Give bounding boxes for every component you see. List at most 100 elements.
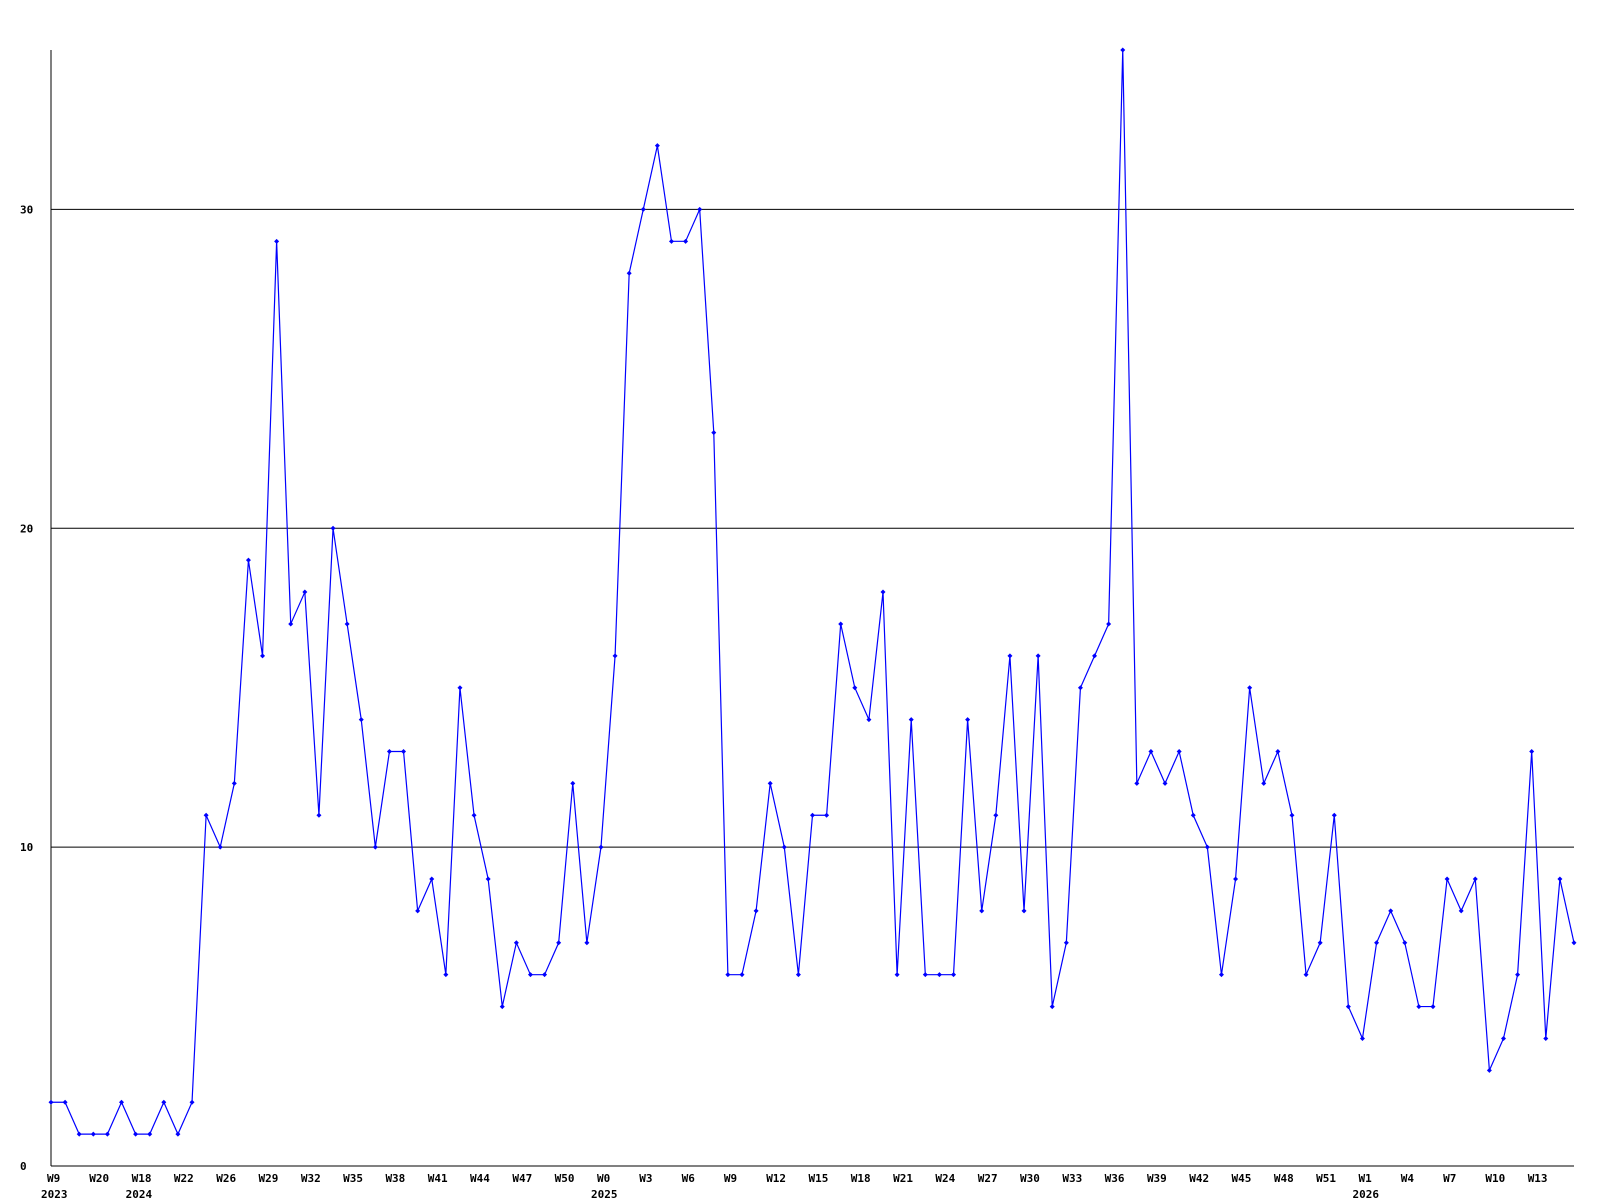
x-tick-label: W21 bbox=[893, 1172, 913, 1185]
data-point bbox=[725, 972, 731, 978]
x-tick-label: W32 bbox=[301, 1172, 321, 1185]
data-point bbox=[640, 206, 646, 212]
data-point bbox=[1416, 1004, 1422, 1010]
data-point bbox=[1472, 876, 1478, 882]
data-point bbox=[1247, 685, 1253, 691]
data-point bbox=[1289, 812, 1295, 818]
data-point bbox=[203, 812, 209, 818]
data-point bbox=[852, 685, 858, 691]
data-point bbox=[908, 717, 914, 723]
x-tick-label: W6 bbox=[682, 1172, 696, 1185]
x-tick-label: W44 bbox=[470, 1172, 490, 1185]
data-point bbox=[1515, 972, 1521, 978]
data-point bbox=[1303, 972, 1309, 978]
data-point bbox=[1359, 1035, 1365, 1041]
data-point bbox=[1529, 748, 1535, 754]
data-point bbox=[1218, 972, 1224, 978]
x-tick-label: W42 bbox=[1189, 1172, 1209, 1185]
data-point bbox=[104, 1131, 110, 1137]
x-tick-label: W20 bbox=[89, 1172, 109, 1185]
data-point bbox=[527, 972, 533, 978]
data-point bbox=[1021, 908, 1027, 914]
data-point bbox=[1275, 748, 1281, 754]
x-tick-label: W1 bbox=[1358, 1172, 1372, 1185]
data-point bbox=[1374, 940, 1380, 946]
data-point bbox=[1261, 780, 1267, 786]
x-tick-label: W18 bbox=[851, 1172, 871, 1185]
data-point bbox=[1134, 780, 1140, 786]
data-point bbox=[372, 844, 378, 850]
data-point bbox=[1049, 1004, 1055, 1010]
x-tick-label: W50 bbox=[555, 1172, 575, 1185]
data-point bbox=[993, 812, 999, 818]
data-point bbox=[217, 844, 223, 850]
data-point bbox=[499, 1004, 505, 1010]
x-tick-label: W36 bbox=[1105, 1172, 1125, 1185]
data-point bbox=[48, 1099, 54, 1105]
data-point bbox=[274, 238, 280, 244]
data-line bbox=[51, 49, 1575, 1136]
data-point bbox=[753, 908, 759, 914]
data-point bbox=[951, 972, 957, 978]
data-point bbox=[626, 270, 632, 276]
data-point bbox=[1120, 47, 1126, 53]
data-point bbox=[1063, 940, 1069, 946]
data-point bbox=[133, 1131, 139, 1137]
data-point bbox=[866, 717, 872, 723]
data-point bbox=[1430, 1004, 1436, 1010]
data-point bbox=[471, 812, 477, 818]
data-point bbox=[1176, 748, 1182, 754]
data-point bbox=[1402, 940, 1408, 946]
data-point bbox=[838, 621, 844, 627]
x-tick-label: W18 bbox=[132, 1172, 152, 1185]
x-tick-label: W41 bbox=[428, 1172, 448, 1185]
data-point bbox=[542, 972, 548, 978]
data-point bbox=[1331, 812, 1337, 818]
data-point bbox=[302, 589, 308, 595]
data-point bbox=[90, 1131, 96, 1137]
data-point bbox=[119, 1099, 125, 1105]
x-tick-label: W4 bbox=[1401, 1172, 1415, 1185]
x-tick-label: W27 bbox=[978, 1172, 998, 1185]
data-point bbox=[316, 812, 322, 818]
data-point bbox=[429, 876, 435, 882]
x-tick-label: W10 bbox=[1485, 1172, 1505, 1185]
data-point bbox=[936, 972, 942, 978]
data-point bbox=[485, 876, 491, 882]
x-tick-label: W30 bbox=[1020, 1172, 1040, 1185]
data-point bbox=[570, 780, 576, 786]
data-point bbox=[175, 1131, 181, 1137]
x-tick-label: W13 bbox=[1528, 1172, 1548, 1185]
data-point bbox=[386, 748, 392, 754]
year-label: 2023 bbox=[41, 1188, 68, 1200]
data-point bbox=[1345, 1004, 1351, 1010]
data-point bbox=[880, 589, 886, 595]
data-point bbox=[894, 972, 900, 978]
data-point bbox=[1543, 1035, 1549, 1041]
y-tick-label: 0 bbox=[20, 1160, 27, 1173]
year-label: 2024 bbox=[126, 1188, 153, 1200]
data-point bbox=[344, 621, 350, 627]
data-point bbox=[189, 1099, 195, 1105]
data-point bbox=[1317, 940, 1323, 946]
data-point bbox=[1444, 876, 1450, 882]
data-point bbox=[443, 972, 449, 978]
data-point bbox=[810, 812, 815, 818]
data-point bbox=[922, 972, 928, 978]
data-point bbox=[288, 621, 294, 627]
data-point bbox=[781, 844, 787, 850]
x-tick-label: W7 bbox=[1443, 1172, 1456, 1185]
x-tick-label: W51 bbox=[1316, 1172, 1336, 1185]
x-tick-label: W35 bbox=[343, 1172, 363, 1185]
data-point bbox=[415, 908, 421, 914]
data-point bbox=[260, 653, 266, 659]
x-tick-label: W9 bbox=[724, 1172, 737, 1185]
data-point bbox=[330, 525, 336, 531]
data-point bbox=[1092, 653, 1098, 659]
data-point bbox=[401, 748, 407, 754]
x-tick-label: W39 bbox=[1147, 1172, 1167, 1185]
data-point bbox=[457, 685, 463, 691]
data-point bbox=[513, 940, 519, 946]
